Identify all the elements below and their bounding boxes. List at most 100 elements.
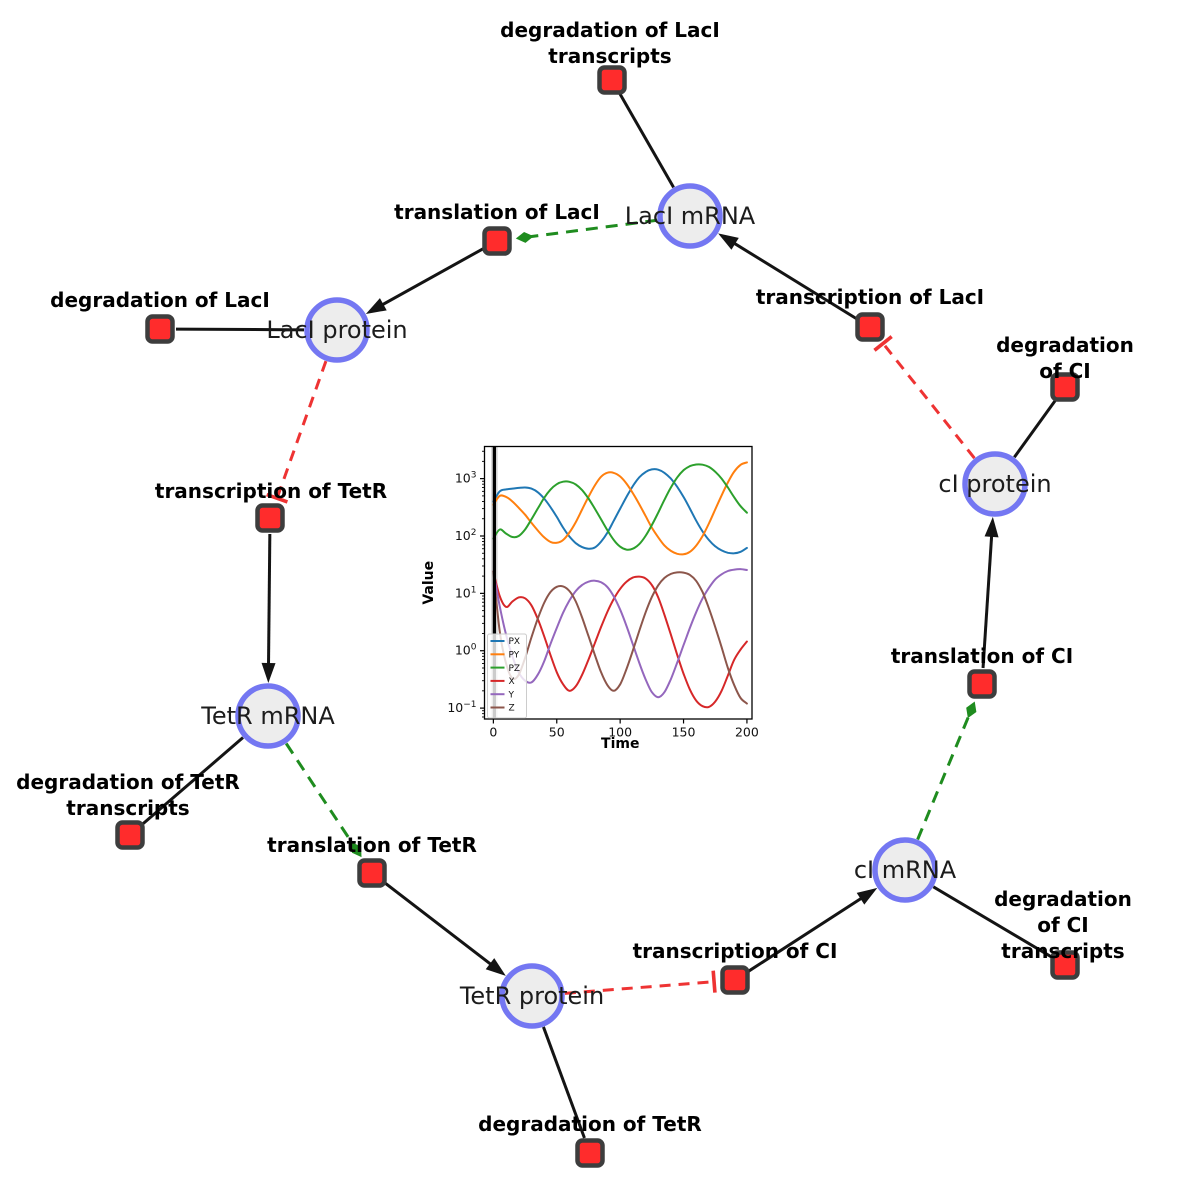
edge-inhibition-laci-protein-to-transcription-of-tetr (266, 360, 328, 504)
edge-line (981, 531, 994, 669)
edge-consumption-ci-mrna-to-degradation-of-ci-transcripts (932, 885, 1053, 959)
x-tick-label: 0 (489, 725, 497, 740)
y-tick-label: 10−1 (447, 700, 476, 715)
edge-line (542, 1026, 586, 1139)
arrowhead (856, 887, 878, 905)
edge-line (141, 736, 244, 826)
legend-label: Y (508, 690, 515, 700)
y-tick-exponent: 2 (471, 528, 477, 538)
edge-consumption-ci-protein-to-degradation-of-ci (1013, 399, 1057, 459)
y-tick-label: 102 (455, 528, 477, 543)
x-tick-label: 150 (672, 725, 696, 740)
legend-item-PX: PX (490, 637, 520, 647)
arrowhead (718, 233, 739, 250)
edge-line (916, 713, 971, 841)
y-tick-base: 10 (447, 700, 463, 715)
modifier-arrowhead (515, 231, 534, 243)
species-node-ci-protein (962, 451, 1028, 517)
reaction-node-degradation-of-ci-transcripts (1050, 950, 1080, 980)
arrowhead (984, 516, 999, 538)
edge-line (932, 885, 1053, 959)
edge-consumption-tetr-mrna-to-degradation-of-tetr-transcripts (141, 736, 244, 826)
arrowhead (485, 958, 506, 976)
inhibitor-bar (873, 335, 893, 352)
species-node-tetr-mrna (235, 683, 301, 749)
edge-inhibition-ci-protein-to-transcription-of-laci (873, 335, 976, 460)
edge-inhibition-tetr-protein-to-transcription-of-ci (564, 970, 717, 995)
legend: PX PY PZ XYZ (487, 633, 527, 719)
edge-line (1013, 399, 1057, 459)
edge-production-transcription-of-ci-to-ci-mrna (747, 887, 878, 973)
legend-label: X (509, 677, 515, 687)
plot-border (483, 445, 753, 720)
modifier-arrowhead (966, 701, 977, 719)
x-tick-label: 200 (735, 725, 759, 740)
edge-line (747, 894, 866, 973)
series-X-curve (492, 570, 748, 709)
y-tick-base: 10 (455, 643, 471, 658)
edge-consumption-tetr-protein-to-degradation-of-tetr (542, 1026, 586, 1139)
edge-line (378, 247, 484, 308)
edge-line (284, 742, 356, 847)
edge-production-translation-of-tetr-to-tetr-protein (383, 881, 506, 976)
legend-item-Y: Y (490, 690, 515, 700)
legend-item-PY: PY (490, 651, 520, 661)
edge-line (883, 344, 976, 460)
y-tick-base: 10 (455, 471, 471, 486)
edge-consumption-laci-mrna-to-degradation-of-laci-transcripts (618, 93, 675, 189)
edge-line (175, 327, 305, 332)
node-layer (115, 65, 1080, 1168)
species-node-laci-protein (304, 297, 370, 363)
y-tick-label: 103 (455, 471, 477, 486)
legend-item-Z: Z (490, 704, 515, 714)
edge-modifier-laci-mrna-to-translation-of-laci (515, 218, 658, 243)
edge-modifier-ci-mrna-to-translation-of-ci (916, 701, 977, 841)
reaction-node-degradation-of-laci-transcripts (597, 65, 627, 95)
plot-background (484, 446, 752, 719)
inset-plot: 0 50 100 150 20010310210110010−1TimeValuePXP… (421, 445, 759, 752)
edge-line (730, 239, 858, 320)
reaction-node-translation-of-tetr (357, 858, 387, 888)
legend-frame (487, 633, 527, 719)
edge-production-transcription-of-tetr-to-tetr-mrna (261, 533, 276, 684)
curves-layer (492, 461, 748, 709)
y-tick-base: 10 (455, 528, 471, 543)
x-tick-label: 100 (608, 725, 632, 740)
edge-line (266, 533, 272, 669)
species-node-ci-mrna (872, 837, 938, 903)
legend-label: Z (509, 704, 515, 714)
legend-label: PY (509, 651, 520, 661)
arrowhead (261, 662, 276, 684)
modifier-arrowhead (351, 842, 362, 858)
reaction-node-transcription-of-ci (720, 965, 750, 995)
legend-item-PZ: PZ (490, 664, 521, 674)
legend-item-X: X (490, 677, 515, 687)
reaction-node-translation-of-ci (967, 669, 997, 699)
species-node-tetr-protein (499, 963, 565, 1029)
edge-line (383, 881, 495, 968)
reaction-node-transcription-of-laci (855, 312, 885, 342)
edge-modifier-tetr-mrna-to-translation-of-tetr (284, 742, 362, 858)
inhibitor-bar (711, 970, 717, 993)
legend-label: PZ (509, 664, 521, 674)
reaction-node-degradation-of-ci (1050, 372, 1080, 402)
edge-line (529, 218, 658, 239)
y-tick-exponent: −1 (463, 700, 476, 710)
series-PY-curve (492, 461, 748, 556)
edge-production-transcription-of-laci-to-laci-mrna (718, 233, 858, 320)
y-axis-label: Value (421, 561, 437, 605)
x-axis-label: Time (601, 736, 639, 752)
species-node-laci-mrna (657, 183, 723, 249)
reaction-node-transcription-of-tetr (255, 503, 285, 533)
y-tick-label: 100 (455, 643, 477, 658)
reaction-node-degradation-of-laci (145, 314, 175, 344)
y-tick-exponent: 3 (471, 471, 477, 481)
y-tick-base: 10 (455, 585, 471, 600)
edge-line (618, 93, 675, 189)
edge-line (564, 980, 712, 995)
edge-line (276, 360, 328, 496)
y-tick-label: 101 (455, 585, 477, 600)
reaction-node-degradation-of-tetr-transcripts (115, 820, 145, 850)
reaction-node-degradation-of-tetr (575, 1138, 605, 1168)
